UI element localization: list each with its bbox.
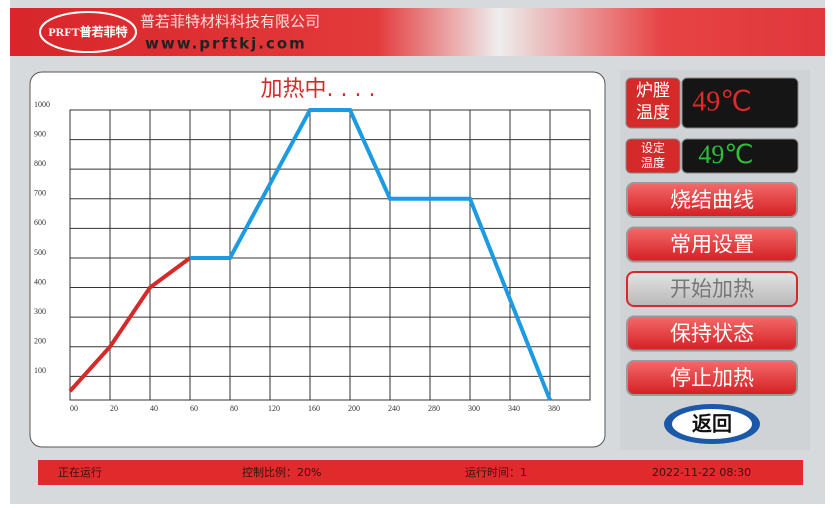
chart-title: 加热中. . . . [261, 77, 376, 102]
furnace-label: 炉膛温度 [636, 81, 670, 123]
furnace-label-wrap: 炉膛温度 [636, 81, 670, 123]
status-text: 正在运行 [58, 466, 102, 479]
button[interactable] [626, 182, 798, 218]
button-label[interactable]: 开始加热 [670, 277, 754, 301]
y-tick-label: 100 [34, 366, 46, 375]
set-label: 设定温度 [640, 141, 665, 170]
x-tick-label: 60 [190, 404, 198, 413]
button-label[interactable]: 停止加热 [670, 366, 754, 390]
x-tick-label: 20 [110, 404, 118, 413]
x-tick-label: 160 [308, 404, 320, 413]
set-label-wrap: 设定温度 [640, 141, 665, 170]
x-tick-label: 300 [468, 404, 480, 413]
button[interactable] [626, 226, 798, 263]
button[interactable] [626, 271, 798, 307]
x-tick-label: 120 [268, 404, 280, 413]
button[interactable] [626, 360, 798, 396]
furnace-display [681, 77, 799, 129]
y-tick-label: 500 [34, 248, 46, 257]
x-tick-label: 200 [348, 404, 360, 413]
x-tick-label: 00 [70, 404, 78, 413]
status-text: 2022-11-22 08:30 [652, 466, 751, 479]
status-text: 运行时间：1 [465, 466, 527, 479]
header-bar [10, 8, 825, 56]
set-temp: 49℃ [698, 140, 753, 169]
y-tick-label: 600 [34, 218, 46, 227]
company-name: 普若菲特材料科技有限公司 [140, 13, 320, 31]
y-tick-label: 700 [34, 189, 46, 198]
x-tick-label: 80 [230, 404, 238, 413]
furnace-temp: 49℃ [692, 86, 751, 117]
website: www.prftkj.com [145, 35, 307, 53]
button-label[interactable]: 常用设置 [670, 233, 754, 257]
y-tick-label: 800 [34, 159, 46, 168]
x-tick-label: 240 [388, 404, 400, 413]
button-label[interactable]: 保持状态 [670, 322, 754, 346]
y-tick-label: 400 [34, 277, 46, 286]
y-tick-label: 200 [34, 337, 46, 346]
x-tick-label: 340 [508, 404, 520, 413]
button[interactable] [626, 315, 798, 352]
chart-panel [29, 71, 606, 448]
logo-ring [39, 11, 137, 53]
button-label[interactable]: 烧结曲线 [670, 188, 754, 212]
x-tick-label: 280 [428, 404, 440, 413]
furnace-label-box [625, 77, 681, 129]
back-button[interactable] [672, 409, 752, 439]
x-tick-label: 40 [150, 404, 158, 413]
back-label[interactable]: 返回 [692, 412, 732, 436]
y-tick-label: 900 [34, 129, 46, 138]
y-tick-label: 1000 [34, 100, 50, 109]
y-tick-label: 300 [34, 307, 46, 316]
x-tick-label: 380 [548, 404, 560, 413]
logo: PRFT普若菲特 [48, 24, 127, 39]
status-text: 控制比例：20% [242, 465, 321, 479]
set-label-box [625, 138, 681, 174]
set-display [681, 138, 799, 174]
status-bar [38, 460, 803, 485]
line-series [68, 256, 192, 393]
line-series [190, 108, 552, 401]
